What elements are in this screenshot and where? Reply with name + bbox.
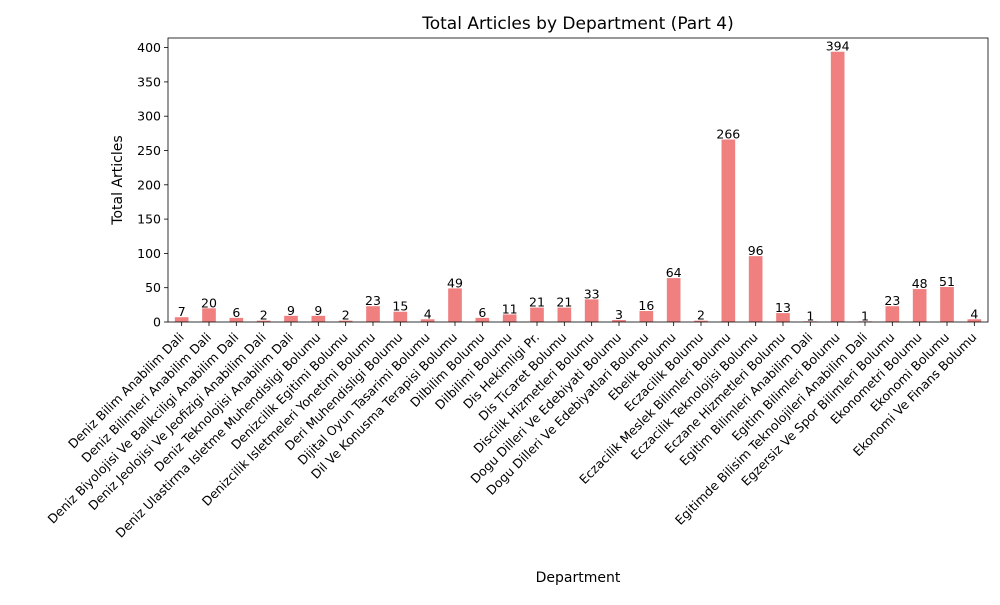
bar-value-label: 64 xyxy=(666,265,682,280)
bar-value-label: 6 xyxy=(478,305,486,320)
bar-value-label: 394 xyxy=(826,39,850,54)
bar xyxy=(776,313,790,322)
bar-value-label: 15 xyxy=(392,299,408,314)
bar xyxy=(748,256,763,322)
bar xyxy=(420,319,435,322)
x-axis-label: Department xyxy=(536,570,621,586)
bar xyxy=(584,299,599,322)
bar-value-label: 266 xyxy=(716,127,740,142)
bar xyxy=(830,51,845,322)
bar-value-label: 13 xyxy=(775,300,791,315)
bar-value-label: 9 xyxy=(314,303,322,318)
bar-value-label: 20 xyxy=(201,295,217,310)
bar-value-label: 11 xyxy=(502,301,518,316)
bar-value-label: 16 xyxy=(638,298,654,313)
bar-value-label: 1 xyxy=(861,308,869,323)
bar xyxy=(256,320,271,322)
bar xyxy=(502,314,517,322)
y-tick-label: 100 xyxy=(137,246,161,261)
bar-value-label: 2 xyxy=(260,308,268,323)
bar-value-label: 23 xyxy=(365,293,381,308)
bar xyxy=(885,306,900,322)
bar-value-label: 21 xyxy=(529,295,545,310)
bar-value-label: 7 xyxy=(178,304,186,319)
bar xyxy=(694,320,708,322)
bar xyxy=(284,315,298,322)
y-tick-label: 200 xyxy=(137,177,161,192)
bar-value-label: 33 xyxy=(584,286,600,301)
y-tick-label: 150 xyxy=(137,212,161,227)
bar-value-label: 6 xyxy=(232,305,240,320)
bar xyxy=(530,307,544,322)
chart-title: Total Articles by Department (Part 4) xyxy=(421,14,733,34)
plot-frame xyxy=(167,37,989,323)
bar xyxy=(967,319,982,322)
y-tick-label: 350 xyxy=(137,74,161,89)
y-axis: 0 50 100 150 200 250 300 350 400 xyxy=(137,40,168,330)
y-tick-label: 50 xyxy=(145,280,161,295)
bar xyxy=(229,317,244,322)
bar-value-label: 1 xyxy=(806,308,814,323)
y-tick-label: 300 xyxy=(137,109,161,124)
bar-value-label: 21 xyxy=(556,295,572,310)
bar xyxy=(912,289,927,322)
bar-value-label: 2 xyxy=(342,308,350,323)
bar xyxy=(940,287,954,322)
bar xyxy=(393,311,408,322)
bar xyxy=(612,319,626,322)
bars-group xyxy=(174,51,982,322)
bar-value-label: 48 xyxy=(912,276,928,291)
bar xyxy=(666,278,681,322)
bar-value-label: 51 xyxy=(939,274,955,289)
y-axis-label: Total Articles xyxy=(110,135,126,225)
bar xyxy=(174,317,189,322)
bar-value-label: 23 xyxy=(884,293,900,308)
bar xyxy=(721,139,736,322)
bar-value-label: 96 xyxy=(748,243,764,258)
bar-value-label: 9 xyxy=(287,303,295,318)
bar-value-label: 3 xyxy=(615,307,623,322)
y-tick-label: 0 xyxy=(153,315,161,330)
bar xyxy=(311,315,326,322)
y-tick-label: 400 xyxy=(137,40,161,55)
bar xyxy=(448,288,462,322)
bar xyxy=(202,308,216,322)
bar-value-label: 2 xyxy=(697,308,705,323)
bar xyxy=(338,320,353,322)
bar xyxy=(557,307,572,322)
bar-value-label: 49 xyxy=(447,275,463,290)
bar xyxy=(475,317,490,322)
bar xyxy=(366,306,380,322)
bar xyxy=(639,311,654,322)
bar-value-label: 4 xyxy=(424,306,432,321)
y-tick-label: 250 xyxy=(137,143,161,158)
bar-value-label: 4 xyxy=(970,306,978,321)
